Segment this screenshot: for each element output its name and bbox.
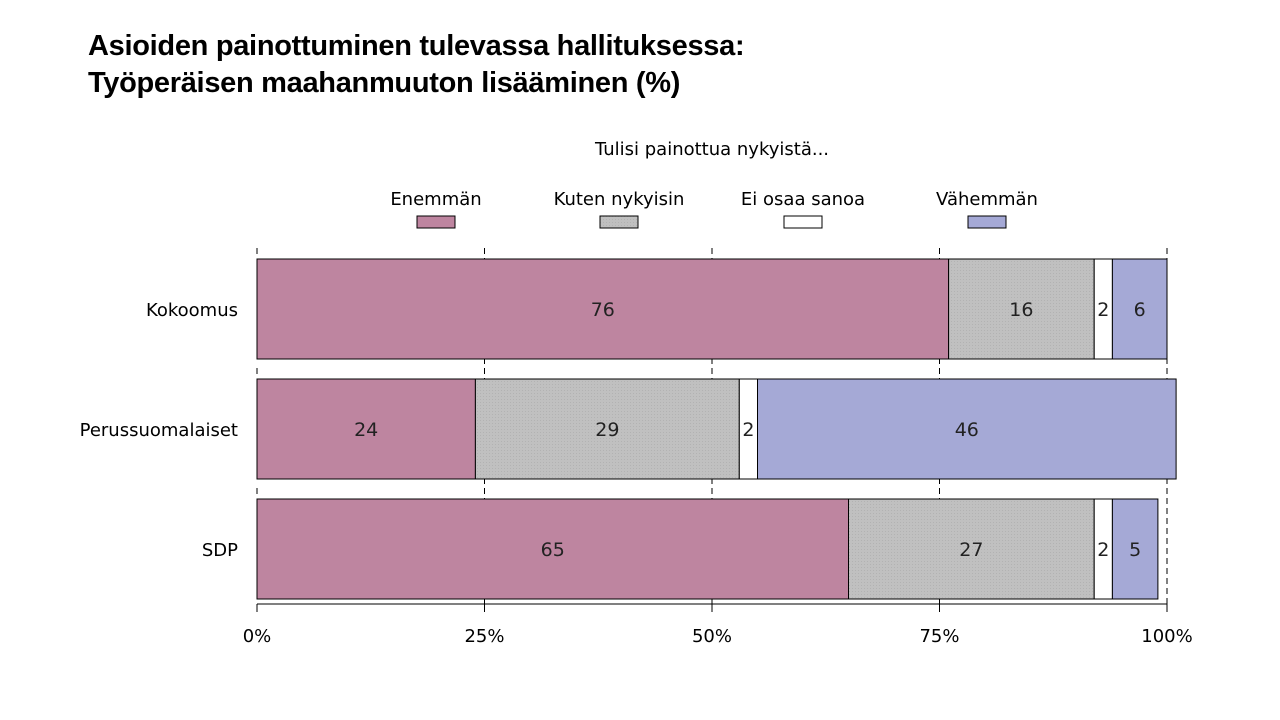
legend-swatch-vahemman bbox=[967, 215, 1007, 229]
bar-perussuomalaiset-vahemman bbox=[757, 378, 1177, 480]
legend-label-enemman: Enemmän bbox=[390, 189, 481, 210]
chart-title-line-1: Asioiden painottuminen tulevassa hallitu… bbox=[88, 30, 745, 62]
x-axis: 0% 25% 50% 75% 100% bbox=[243, 603, 1193, 647]
legend-swatch-enemman bbox=[416, 215, 456, 229]
bar-perussuomalaiset-kuten-nykyisin bbox=[474, 378, 740, 480]
legend-swatch-ei-osaa-sanoa bbox=[783, 215, 823, 229]
x-tick-label-0: 0% bbox=[243, 626, 272, 647]
chart-title-line-2: Työperäisen maahanmuuton lisääminen (%) bbox=[88, 67, 681, 99]
bars: Kokoomus 76 16 2 6 Perussuomalaiset 24 29 2 46 SDP… bbox=[80, 258, 1177, 600]
category-label-kokoomus: Kokoomus bbox=[146, 300, 238, 321]
chart-title: Asioiden painottuminen tulevassa hallitu… bbox=[88, 28, 745, 102]
data-label-sdp-ei-osaa-sanoa: 2 bbox=[1097, 539, 1109, 561]
data-label-kokoomus-enemman: 76 bbox=[591, 299, 615, 321]
x-tick-label-3: 75% bbox=[919, 626, 959, 647]
data-label-sdp-kuten-nykyisin: 27 bbox=[959, 539, 983, 561]
x-tick-label-4: 100% bbox=[1141, 626, 1192, 647]
data-label-perussuomalaiset-enemman: 24 bbox=[354, 419, 378, 441]
bar-group-sdp: SDP 65 27 2 5 bbox=[202, 498, 1159, 600]
data-label-kokoomus-ei-osaa-sanoa: 2 bbox=[1097, 299, 1109, 321]
category-label-perussuomalaiset: Perussuomalaiset bbox=[80, 420, 238, 441]
bar-sdp-vahemman bbox=[1111, 498, 1159, 600]
legend-title: Tulisi painottua nykyistä... bbox=[594, 139, 829, 160]
data-label-perussuomalaiset-kuten-nykyisin: 29 bbox=[595, 419, 619, 441]
data-label-sdp-vahemman: 5 bbox=[1129, 539, 1141, 561]
bar-sdp-enemman bbox=[256, 498, 849, 600]
bar-perussuomalaiset-enemman bbox=[256, 378, 476, 480]
category-label-sdp: SDP bbox=[202, 540, 238, 561]
legend-label-kuten-nykyisin: Kuten nykyisin bbox=[554, 189, 685, 210]
bar-kokoomus-kuten-nykyisin bbox=[948, 258, 1095, 360]
legend-label-ei-osaa-sanoa: Ei osaa sanoa bbox=[741, 189, 865, 210]
bar-sdp-kuten-nykyisin bbox=[848, 498, 1095, 600]
bar-group-perussuomalaiset: Perussuomalaiset 24 29 2 46 bbox=[80, 378, 1177, 480]
legend-swatch-kuten-nykyisin bbox=[599, 215, 639, 229]
x-tick-label-2: 50% bbox=[692, 626, 732, 647]
data-label-perussuomalaiset-vahemman: 46 bbox=[955, 419, 979, 441]
data-label-kokoomus-kuten-nykyisin: 16 bbox=[1009, 299, 1033, 321]
legend-label-vahemman: Vähemmän bbox=[936, 189, 1038, 210]
data-label-kokoomus-vahemman: 6 bbox=[1134, 299, 1146, 321]
data-label-perussuomalaiset-ei-osaa-sanoa: 2 bbox=[742, 419, 754, 441]
grid-lines bbox=[256, 248, 1168, 604]
x-tick-label-1: 25% bbox=[464, 626, 504, 647]
bar-kokoomus-vahemman bbox=[1111, 258, 1168, 360]
legend: Tulisi painottua nykyistä... Enemmän Kuten… bbox=[390, 139, 1038, 229]
data-label-sdp-enemman: 65 bbox=[541, 539, 565, 561]
bar-group-kokoomus: Kokoomus 76 16 2 6 bbox=[146, 258, 1168, 360]
